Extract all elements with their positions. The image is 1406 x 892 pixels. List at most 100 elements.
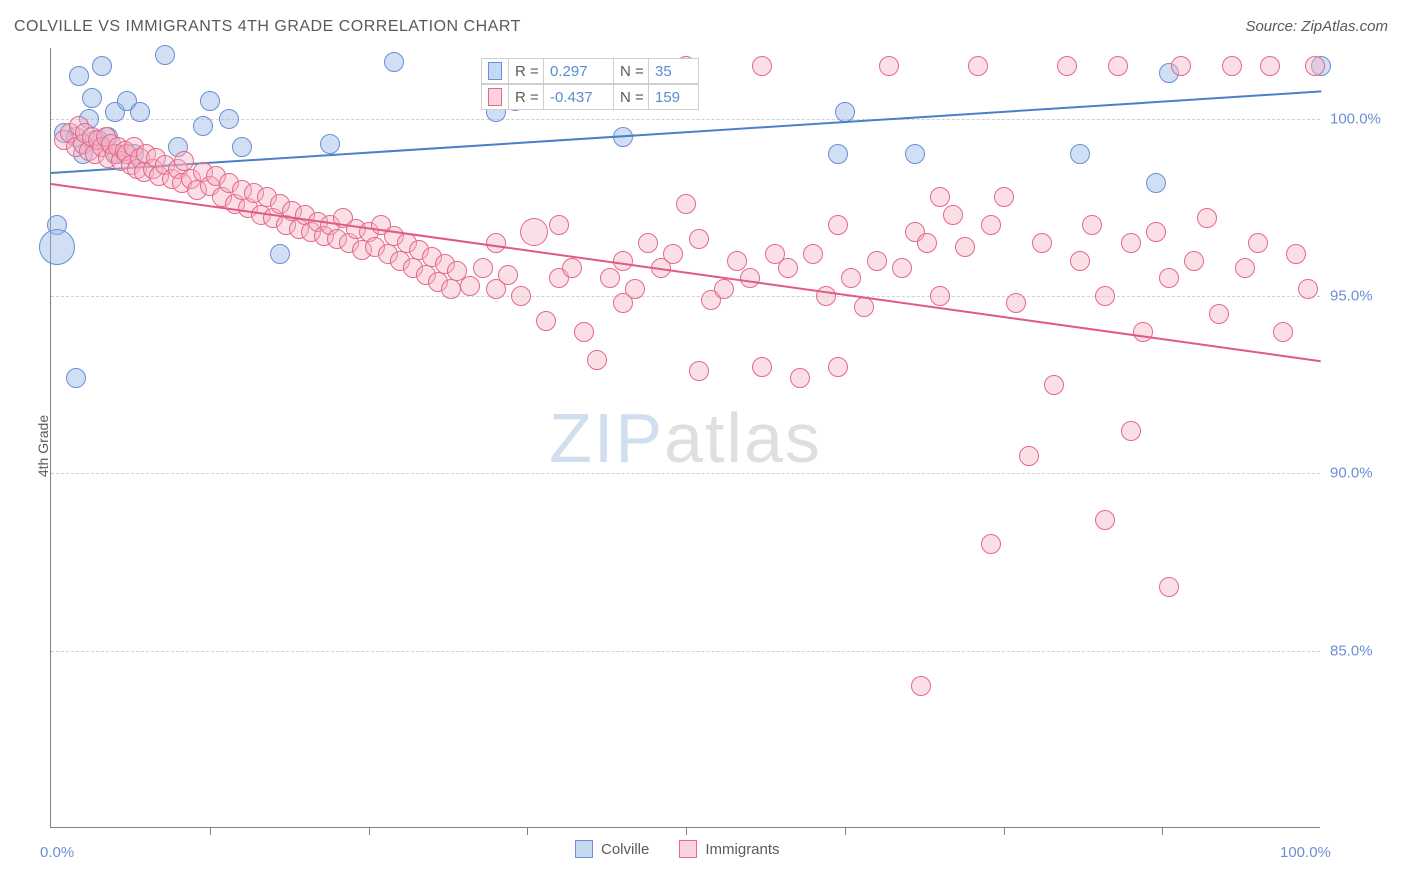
x-tick (686, 827, 687, 835)
data-point (835, 102, 855, 122)
x-tick (210, 827, 211, 835)
data-point (828, 215, 848, 235)
data-point (981, 215, 1001, 235)
data-point (1044, 375, 1064, 395)
data-point (1197, 208, 1217, 228)
data-point (676, 194, 696, 214)
data-point (1222, 56, 1242, 76)
data-point (1006, 293, 1026, 313)
data-point (82, 88, 102, 108)
x-tick (527, 827, 528, 835)
y-axis-label: 4th Grade (35, 415, 51, 477)
data-point (1095, 286, 1115, 306)
data-point (1248, 233, 1268, 253)
data-point (384, 52, 404, 72)
data-point (638, 233, 658, 253)
correlation-legend: R =0.297N =35R =-0.437N =159 (481, 58, 699, 110)
data-point (689, 229, 709, 249)
data-point (536, 311, 556, 331)
legend-label: Colville (601, 841, 649, 858)
data-point (867, 251, 887, 271)
data-point (1082, 215, 1102, 235)
watermark: ZIPatlas (549, 398, 822, 478)
data-point (219, 109, 239, 129)
data-point (498, 265, 518, 285)
data-point (911, 676, 931, 696)
legend-cell (481, 58, 509, 84)
watermark-part1: ZIP (549, 399, 664, 477)
watermark-part2: atlas (664, 399, 822, 477)
data-point (155, 45, 175, 65)
data-point (854, 297, 874, 317)
data-point (320, 134, 340, 154)
data-point (905, 144, 925, 164)
data-point (955, 237, 975, 257)
data-point (930, 187, 950, 207)
data-point (930, 286, 950, 306)
gridline (51, 119, 1320, 120)
data-point (828, 144, 848, 164)
y-tick-label: 95.0% (1330, 288, 1390, 305)
gridline (51, 473, 1320, 474)
x-tick-label: 0.0% (40, 844, 74, 861)
x-tick (1004, 827, 1005, 835)
gridline (51, 651, 1320, 652)
data-point (600, 268, 620, 288)
data-point (714, 279, 734, 299)
data-point (441, 279, 461, 299)
chart-title: COLVILLE VS IMMIGRANTS 4TH GRADE CORRELA… (14, 18, 521, 36)
data-point (1121, 233, 1141, 253)
data-point (613, 293, 633, 313)
data-point (130, 102, 150, 122)
data-point (1273, 322, 1293, 342)
data-point (1070, 144, 1090, 164)
data-point (778, 258, 798, 278)
data-point (574, 322, 594, 342)
scatter-plot: ZIPatlas 85.0%90.0%95.0%100.0%R =0.297N … (50, 48, 1320, 828)
data-point (1171, 56, 1191, 76)
series-legend: Colville Immigrants (575, 840, 780, 858)
legend-swatch (488, 88, 502, 106)
legend-cell: R = (509, 58, 544, 84)
data-point (1184, 251, 1204, 271)
data-point (1057, 56, 1077, 76)
data-point (520, 218, 548, 246)
data-point (1095, 510, 1115, 530)
legend-label: Immigrants (705, 841, 779, 858)
data-point (39, 229, 75, 265)
data-point (549, 215, 569, 235)
legend-n-value: 159 (649, 84, 699, 110)
data-point (200, 91, 220, 111)
data-point (1146, 173, 1166, 193)
data-point (1305, 56, 1325, 76)
data-point (511, 286, 531, 306)
data-point (1032, 233, 1052, 253)
data-point (1108, 56, 1128, 76)
data-point (879, 56, 899, 76)
legend-r-value: 0.297 (544, 58, 614, 84)
data-point (752, 56, 772, 76)
data-point (1121, 421, 1141, 441)
data-point (689, 361, 709, 381)
data-point (943, 205, 963, 225)
data-point (1019, 446, 1039, 466)
data-point (981, 534, 1001, 554)
data-point (663, 244, 683, 264)
data-point (232, 137, 252, 157)
data-point (841, 268, 861, 288)
data-point (1209, 304, 1229, 324)
x-tick-label: 100.0% (1280, 844, 1331, 861)
data-point (828, 357, 848, 377)
source-label: Source: ZipAtlas.com (1245, 18, 1388, 35)
data-point (917, 233, 937, 253)
data-point (1159, 268, 1179, 288)
y-tick-label: 100.0% (1330, 110, 1390, 127)
data-point (473, 258, 493, 278)
data-point (587, 350, 607, 370)
data-point (994, 187, 1014, 207)
data-point (1159, 577, 1179, 597)
data-point (752, 357, 772, 377)
data-point (193, 116, 213, 136)
legend-n-value: 35 (649, 58, 699, 84)
data-point (790, 368, 810, 388)
